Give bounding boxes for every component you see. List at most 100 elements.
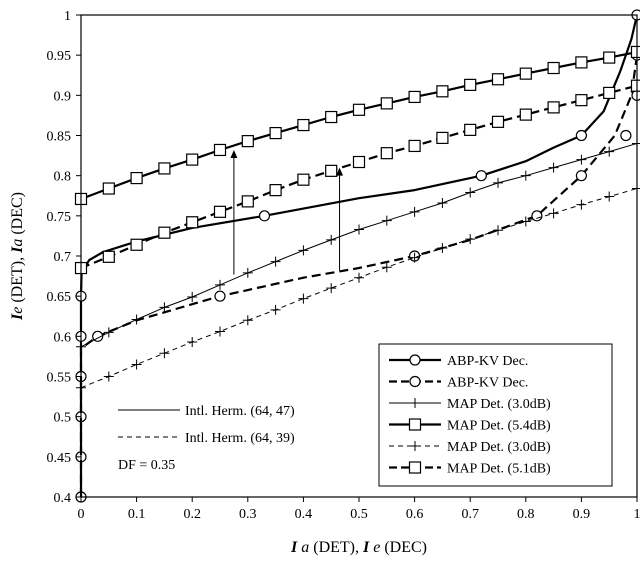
code-legend-label: Intl. Herm. (64, 39) <box>185 431 295 446</box>
legend-item-6: MAP Det. (5.1dB) <box>389 461 551 477</box>
arrow-head <box>336 167 344 176</box>
data-point-plus <box>326 234 337 245</box>
y-tick-label: 0.45 <box>47 451 72 466</box>
legend-label: ABP-KV Dec. <box>447 376 528 391</box>
code-legend: Intl. Herm. (64, 47) Intl. Herm. (64, 39) <box>118 404 295 446</box>
data-point-plus <box>187 291 198 302</box>
data-point-square <box>464 123 477 136</box>
data-point-plus <box>215 326 225 337</box>
data-point-plus <box>103 371 114 382</box>
y-tick-label: 0.9 <box>54 89 72 104</box>
data-point-square <box>297 118 310 132</box>
data-point-plus <box>604 146 615 157</box>
y-tick-label: 0.6 <box>54 330 72 345</box>
data-point-plus <box>548 208 559 219</box>
legend: ABP-KV Dec. ABP-KV Dec. MAP Det. (3.0dB) MA… <box>378 343 613 487</box>
data-point-circle <box>92 330 104 342</box>
data-point-plus <box>242 315 253 326</box>
y-tick-label: 0.85 <box>47 130 72 145</box>
data-point-plus <box>298 245 309 256</box>
data-point-plus <box>381 262 392 273</box>
x-tick-label: 1 <box>634 507 640 522</box>
data-point-circle <box>575 129 588 142</box>
data-point-plus <box>242 267 253 278</box>
data-point-plus <box>131 359 142 370</box>
y-tick-label: 0.7 <box>54 250 72 265</box>
series-4 <box>74 45 640 206</box>
y-tick-label: 1 <box>64 9 71 24</box>
data-point-square <box>213 205 227 218</box>
data-point-square <box>491 73 505 86</box>
data-point-square <box>241 135 254 148</box>
df-annotation: DF = 0.35 <box>118 458 175 473</box>
data-point-plus <box>270 256 281 267</box>
data-point-plus <box>409 252 420 263</box>
data-point-circle <box>631 89 640 101</box>
data-point-plus <box>298 293 309 304</box>
legend-item-3: MAP Det. (3.0dB) <box>389 397 551 412</box>
x-tick-label: 0.3 <box>239 507 257 522</box>
legend-item-2: ABP-KV Dec. <box>389 376 528 391</box>
data-point-square <box>408 139 421 153</box>
x-tick-label: 0.9 <box>573 507 591 522</box>
data-point-circle <box>258 210 271 222</box>
data-point-square <box>575 94 588 107</box>
data-point-square <box>408 90 421 104</box>
data-point-plus <box>465 234 476 245</box>
data-point-plus <box>354 272 364 283</box>
x-tick-label: 0.6 <box>406 507 424 522</box>
data-point-square <box>213 143 227 157</box>
data-point-plus <box>409 206 420 217</box>
data-point-square <box>603 86 616 100</box>
data-point-square <box>603 51 616 64</box>
data-point-square <box>436 85 449 98</box>
data-point-square <box>491 115 505 128</box>
data-point-square <box>241 195 254 208</box>
data-point-square <box>325 164 338 177</box>
data-point-plus <box>465 187 476 198</box>
x-axis-title: I a (DET), I e (DEC) <box>290 539 427 556</box>
data-point-square <box>380 97 393 110</box>
y-tick-label: 0.8 <box>54 170 72 185</box>
data-point-plus <box>410 441 420 451</box>
data-point-square <box>352 103 366 116</box>
data-point-plus <box>215 279 225 290</box>
y-tick-label: 0.95 <box>47 49 72 64</box>
data-point-circle <box>531 210 543 222</box>
data-point-square <box>297 173 310 186</box>
legend-label: ABP-KV Dec. <box>447 354 528 369</box>
y-tick-label: 0.4 <box>54 491 72 506</box>
legend-item-4: MAP Det. (5.4dB) <box>389 418 551 434</box>
data-point-square <box>130 171 143 185</box>
data-point-circle <box>620 129 632 142</box>
y-tick-label: 0.65 <box>47 290 72 305</box>
data-point-plus <box>410 398 420 408</box>
data-point-square <box>380 147 393 160</box>
data-point-square <box>269 184 282 197</box>
x-tick-label: 0.1 <box>128 507 146 522</box>
data-point-square <box>630 79 640 92</box>
data-point-square <box>130 238 143 251</box>
tick-layer: 0 0.1 0.2 0.3 0.4 0.5 0.6 0.7 0.8 0.9 1 0.4 0.45 0.5 0… <box>47 9 640 522</box>
legend-item-5: MAP Det. (3.0dB) <box>389 440 551 455</box>
data-point-plus <box>520 170 531 181</box>
data-point-square <box>186 216 199 229</box>
legend-label: MAP Det. (3.0dB) <box>447 440 551 455</box>
data-point-plus <box>604 191 615 202</box>
data-point-plus <box>131 314 142 325</box>
data-point-plus <box>326 283 337 294</box>
data-point-square <box>102 250 115 263</box>
data-point-square <box>269 126 282 140</box>
x-tick-label: 0.2 <box>183 507 201 522</box>
data-point-square <box>325 110 338 124</box>
data-point-plus <box>548 162 559 173</box>
data-point-square <box>547 61 560 75</box>
data-point-square <box>186 153 199 166</box>
arrow-head <box>230 149 238 158</box>
data-point-circle <box>475 170 487 182</box>
data-point-plus <box>437 242 448 253</box>
data-point-square <box>547 101 560 114</box>
data-point-plus <box>576 154 587 165</box>
data-point-square <box>352 155 366 169</box>
data-point-plus <box>437 197 448 208</box>
